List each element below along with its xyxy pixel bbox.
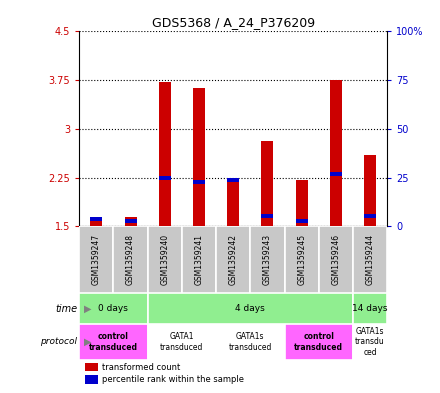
Bar [193,88,205,226]
Text: GSM1359248: GSM1359248 [126,234,135,285]
Text: GSM1359240: GSM1359240 [160,234,169,285]
Text: control
transduced: control transduced [89,332,138,352]
Text: GSM1359242: GSM1359242 [229,234,238,285]
Title: GDS5368 / A_24_P376209: GDS5368 / A_24_P376209 [152,16,315,29]
Text: GATA1s
transdu
ced: GATA1s transdu ced [355,327,385,357]
Text: GSM1359246: GSM1359246 [331,234,341,285]
Bar [353,226,387,293]
Text: 0 days: 0 days [99,304,128,313]
Bar [250,226,285,293]
Bar [285,226,319,293]
Bar [85,375,98,384]
Bar [364,155,376,226]
Bar [296,180,308,226]
Bar [353,324,387,360]
Bar [159,82,171,226]
Bar [182,226,216,293]
Text: GATA1
transduced: GATA1 transduced [160,332,204,352]
Bar [227,178,239,182]
Text: GSM1359243: GSM1359243 [263,234,272,285]
Bar [353,293,387,324]
Text: GSM1359247: GSM1359247 [92,234,101,285]
Bar [125,217,136,226]
Text: ▶: ▶ [84,337,91,347]
Bar [79,293,148,324]
Bar [114,226,148,293]
Bar [216,324,285,360]
Text: GSM1359241: GSM1359241 [194,234,203,285]
Text: GSM1359245: GSM1359245 [297,234,306,285]
Text: 14 days: 14 days [352,304,388,313]
Text: transformed count: transformed count [102,363,180,372]
Bar [125,219,136,223]
Bar [148,226,182,293]
Text: 4 days: 4 days [235,304,265,313]
Bar [90,220,102,226]
Bar [261,214,273,218]
Bar [216,226,250,293]
Bar [227,181,239,226]
Text: protocol: protocol [40,338,77,347]
Text: ▶: ▶ [84,303,91,314]
Bar [85,363,98,371]
Text: GSM1359244: GSM1359244 [366,234,374,285]
Bar [261,141,273,226]
Text: GATA1s
transduced: GATA1s transduced [229,332,272,352]
Bar [148,324,216,360]
Text: percentile rank within the sample: percentile rank within the sample [102,375,244,384]
Bar [364,214,376,218]
Bar [148,293,353,324]
Bar [159,176,171,180]
Bar [319,226,353,293]
Bar [330,80,342,226]
Bar [296,219,308,223]
Bar [193,180,205,184]
Bar [79,226,114,293]
Bar [330,172,342,176]
Bar [285,324,353,360]
Text: time: time [55,303,77,314]
Bar [90,217,102,221]
Bar [79,324,148,360]
Text: control
transduced: control transduced [294,332,343,352]
